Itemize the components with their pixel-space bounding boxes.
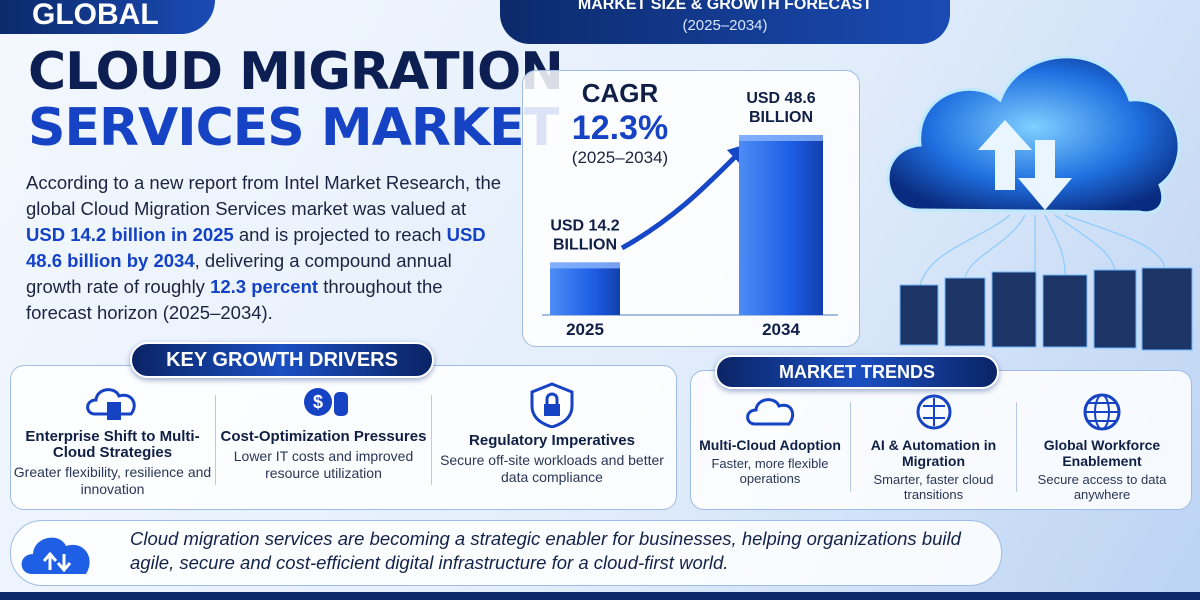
trend-icon <box>746 398 795 426</box>
driver-text: Greater flexibility, resilience and inno… <box>13 464 212 497</box>
trends-title: MARKET TRENDS <box>715 355 999 389</box>
category-label: 2025 <box>566 320 604 339</box>
cagr-value: 12.3% <box>571 109 669 147</box>
driver-icon <box>85 388 136 420</box>
footer-note-panel <box>10 520 1002 586</box>
separator <box>1016 402 1017 492</box>
driver-item: Enterprise Shift to Multi-Cloud Strategi… <box>10 380 215 500</box>
svg-text:$: $ <box>312 392 322 412</box>
intro-text: According to a new report from Intel Mar… <box>26 172 502 219</box>
value-label: USD 48.6 BILLION <box>746 90 815 126</box>
driver-text: Lower IT costs and improved resource uti… <box>233 448 414 481</box>
driver-icon <box>530 382 574 429</box>
trend-text: Faster, more flexible operations <box>711 456 829 486</box>
bar-top <box>550 262 620 269</box>
intro-highlight: 12.3 percent <box>210 276 319 297</box>
driver-item: Regulatory Imperatives Secure off-site w… <box>432 380 672 500</box>
global-tag: GLOBAL <box>0 0 215 34</box>
trend-icon <box>1083 393 1121 431</box>
servers <box>899 267 1193 351</box>
footer-cloud-icon <box>21 537 90 574</box>
driver-heading: Regulatory Imperatives <box>469 432 635 449</box>
intro-text: throughout the forecast horizon (2025–20… <box>26 276 443 323</box>
trend-item: Global Workforce Enablement Secure acces… <box>1017 392 1187 502</box>
driver-item: $ Cost-Optimization Pressures Lower IT c… <box>216 380 431 500</box>
driver-text: Secure off-site workloads and better dat… <box>440 452 664 485</box>
arrow-down-icon <box>1018 140 1072 210</box>
value-label-line: USD 48.6 <box>746 90 815 107</box>
network-lines <box>919 214 1166 286</box>
trend-heading: Global Workforce Enablement <box>1043 437 1161 469</box>
cloud-shape <box>886 55 1181 215</box>
forecast-period: (2025–2034) <box>682 17 768 34</box>
title-line-2: SERVICES MARKET <box>28 98 559 158</box>
bar <box>550 262 620 315</box>
intro-highlight: USD 48.6 billion by 2034 <box>26 224 486 271</box>
trend-heading: Multi-Cloud Adoption <box>699 437 841 453</box>
trend-icon <box>916 394 951 430</box>
category-label: 2034 <box>762 320 800 339</box>
intro-text: , delivering a compound annual growth ra… <box>26 250 452 297</box>
cagr-block: CAGR 12.3% (2025–2034) <box>540 78 700 168</box>
intro-paragraph: According to a new report from Intel Mar… <box>26 170 504 326</box>
bar-chart: USD 14.2 BILLION 2025 USD 48.6 BILLION 2034 <box>542 90 838 339</box>
trend-item: AI & Automation in Migration Smarter, fa… <box>851 392 1016 502</box>
drivers-list: Enterprise Shift to Multi-Cloud Strategi… <box>10 380 675 500</box>
forecast-title: MARKET SIZE & GROWTH FORECAST <box>577 0 873 13</box>
driver-heading: Cost-Optimization Pressures <box>220 428 427 445</box>
driver-heading: Enterprise Shift to Multi-Cloud Strategi… <box>25 428 200 461</box>
footer-note: Cloud migration services are becoming a … <box>130 528 961 573</box>
bar-top <box>739 135 823 141</box>
bar <box>739 135 823 315</box>
bottom-strip <box>0 592 1200 600</box>
intro-highlight: USD 14.2 billion in 2025 <box>26 224 234 245</box>
trend-text: Secure access to data anywhere <box>1037 472 1167 502</box>
intro-text: and is projected to reach <box>233 224 447 245</box>
drivers-title: KEY GROWTH DRIVERS <box>130 342 434 378</box>
trend-item: Multi-Cloud Adoption Faster, more flexib… <box>690 392 850 502</box>
value-label-line: BILLION <box>749 109 813 126</box>
value-label-line: USD 14.2 <box>550 217 619 234</box>
trend-text: Smarter, faster cloud transitions <box>873 472 994 502</box>
cagr-label: CAGR <box>581 78 659 108</box>
cloud-illustration <box>886 55 1193 351</box>
separator <box>431 395 432 485</box>
value-label: USD 14.2 BILLION <box>550 217 619 253</box>
cagr-period: (2025–2034) <box>571 148 669 167</box>
driver-icon: $ <box>303 388 348 416</box>
trend-heading: AI & Automation in Migration <box>870 437 997 469</box>
title-line-1: CLOUD MIGRATION <box>28 42 564 102</box>
trends-list: Multi-Cloud Adoption Faster, more flexib… <box>690 392 1190 502</box>
growth-arrow <box>620 153 739 251</box>
arrow-up-icon <box>978 120 1032 190</box>
value-label-line: BILLION <box>553 236 617 253</box>
separator <box>850 402 851 492</box>
separator <box>215 395 216 485</box>
forecast-banner: MARKET SIZE & GROWTH FORECAST (2025–2034… <box>500 0 950 44</box>
